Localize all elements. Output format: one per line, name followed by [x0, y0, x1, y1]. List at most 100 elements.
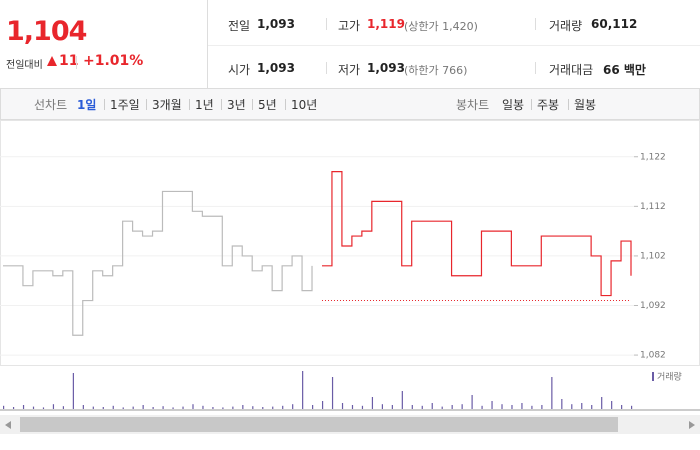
divider — [326, 18, 327, 30]
volume-bar — [72, 373, 74, 409]
volume-bar — [292, 404, 294, 409]
volume-bar — [521, 403, 523, 409]
stat-value: 1,119 — [367, 17, 405, 31]
legend-label: 거래량 — [657, 371, 682, 383]
volume-bar — [42, 407, 45, 409]
stat-value: 1,093 — [257, 17, 295, 31]
volume-bar — [272, 406, 274, 409]
y-tick-label: 1,112 — [640, 202, 666, 212]
volume-bar — [531, 405, 533, 409]
volume-bar — [601, 397, 603, 409]
y-tick-label: 1,092 — [640, 301, 666, 311]
tab[interactable]: 10년 — [291, 98, 318, 112]
volume-bar — [22, 405, 25, 409]
volume-bar — [371, 397, 374, 409]
volume-bar — [202, 405, 204, 409]
volume-bar — [212, 407, 214, 409]
volume-bar — [122, 407, 124, 409]
tab-divider — [285, 99, 286, 110]
volume-bar — [501, 404, 503, 409]
tab[interactable]: 월봉 — [574, 98, 597, 112]
stat-label: 전일 — [228, 19, 251, 33]
volume-bar — [302, 371, 304, 409]
tab[interactable]: 주봉 — [537, 98, 560, 112]
volume-bar — [222, 407, 224, 409]
y-tick-label: 1,122 — [640, 152, 666, 162]
volume-bar — [52, 404, 55, 409]
volume-bar — [142, 405, 144, 409]
up-icon — [47, 56, 57, 66]
tab[interactable]: 3개월 — [152, 98, 182, 112]
change: 11 — [59, 53, 79, 69]
stat-label: 고가 — [338, 19, 361, 33]
stat-label: 시가 — [228, 63, 251, 77]
tab-divider — [189, 99, 190, 110]
tab-row: 선차트 1일 1주일 3개월 1년 3년 5년 10년 봉차트 일봉 주봉 월봉 — [0, 96, 700, 114]
stat-label: 거래대금 — [549, 63, 594, 77]
stat-note: (상한가 1,420) — [404, 20, 478, 33]
volume-bar — [411, 405, 413, 409]
change-label: 전일대비 — [6, 60, 43, 71]
volume-bar — [182, 406, 184, 409]
tab-bar — [0, 88, 700, 120]
volume-bar — [631, 405, 633, 409]
divider — [535, 62, 536, 74]
volume-bar — [611, 401, 613, 409]
divider — [535, 18, 536, 30]
divider — [326, 62, 327, 74]
volume-bar — [381, 404, 383, 409]
volume-bar — [112, 405, 114, 409]
volume-bar — [102, 407, 104, 409]
tab[interactable]: 1년 — [195, 98, 214, 112]
tab-group-label: 봉차트 — [456, 98, 490, 112]
volume-bar — [401, 391, 403, 409]
volume-bar — [152, 407, 154, 409]
divider — [207, 0, 208, 88]
tab-divider — [252, 99, 253, 110]
scroll-right[interactable] — [687, 420, 697, 430]
stat-label: 저가 — [338, 63, 361, 77]
volume-bar — [12, 407, 15, 409]
tab[interactable]: 3년 — [227, 98, 246, 112]
tab-group-label: 선차트 — [34, 98, 68, 112]
volume-bar — [312, 405, 314, 409]
stat-value: 66 백만 — [603, 63, 646, 77]
divider — [208, 45, 700, 46]
volume-bar — [361, 405, 364, 409]
volume-bar — [421, 405, 423, 409]
volume-bar — [451, 405, 453, 409]
volume-bar — [162, 406, 164, 409]
volume-bar — [321, 401, 324, 409]
stat-value: 1,093 — [257, 61, 295, 75]
volume-bar — [282, 405, 284, 409]
stat-value: 60,112 — [591, 17, 638, 31]
volume-bar — [621, 405, 623, 409]
volume-bar — [491, 401, 493, 409]
tab-divider — [146, 99, 147, 110]
tab[interactable]: 5년 — [258, 98, 277, 112]
legend-swatch — [652, 372, 654, 381]
stat-label: 거래량 — [549, 19, 583, 33]
volume-bar — [511, 405, 513, 409]
chart: 1,082 1,092 1,102 1,112 1,122 거래량 — [0, 120, 700, 411]
volume-bar — [541, 405, 543, 409]
y-tick-label: 1,102 — [640, 251, 666, 261]
scroll-thumb[interactable] — [20, 417, 618, 432]
tab[interactable]: 1주일 — [110, 98, 140, 112]
stat-note: (하한가 766) — [404, 64, 468, 77]
volume-bar — [252, 406, 254, 409]
volume-bar — [471, 395, 473, 409]
stat-value: 1,093 — [367, 61, 405, 75]
volume-bar — [262, 407, 264, 409]
volume-bar — [391, 405, 393, 409]
tab[interactable]: 1일 — [77, 98, 97, 112]
volume-bar — [561, 399, 563, 409]
tab-divider — [104, 99, 105, 110]
volume-bar — [351, 405, 354, 409]
scroll-left[interactable] — [3, 420, 13, 430]
tab-divider — [221, 99, 222, 110]
tab[interactable]: 일봉 — [502, 98, 525, 112]
volume-bar — [581, 403, 583, 409]
volume-bar — [3, 405, 5, 409]
